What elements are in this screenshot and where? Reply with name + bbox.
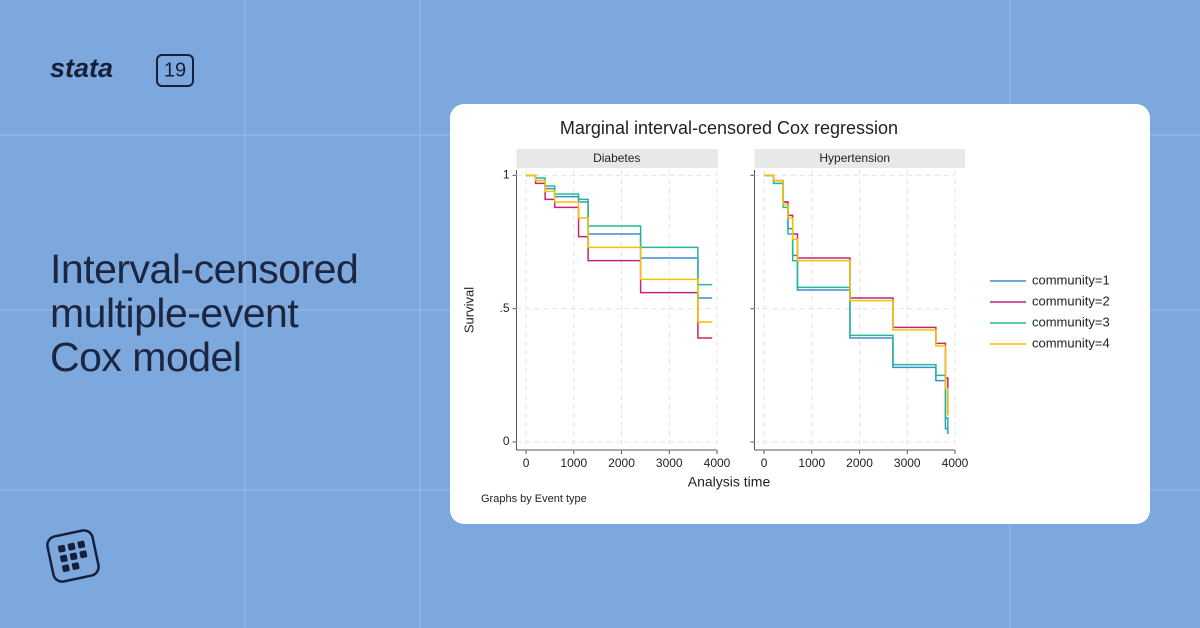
x-tick-label: 1000 [798,456,825,470]
panel-title: Hypertension [819,151,890,165]
x-tick-label: 3000 [894,456,921,470]
note: Graphs by Event type [481,493,587,505]
legend: community=1 community=2 community=3 communi… [990,272,1110,350]
x-tick-label: 4000 [704,456,731,470]
headline-line: Interval-censored [50,246,358,292]
app-icon [46,529,100,583]
chart-card [450,104,1150,524]
chart-title: Marginal interval-censored Cox regressio… [560,118,898,138]
y-tick-label: .5 [499,301,509,315]
legend-label: community=4 [1032,335,1110,350]
x-tick-label: 0 [761,456,768,470]
survival-line [764,174,949,416]
panel-header [516,149,718,168]
brand-name: stata [50,53,113,83]
x-tick-label: 2000 [846,456,873,470]
legend-label: community=3 [1032,314,1110,329]
version-box [156,54,194,87]
x-tick-label: 0 [523,456,530,470]
x-tick-label: 2000 [608,456,635,470]
survival-line [526,174,713,323]
x-tick-label: 3000 [656,456,683,470]
x-axis-title: Analysis time [688,474,771,490]
survival-line [526,174,713,286]
brand-version: 19 [164,59,186,81]
headline-line: Cox model [50,334,241,380]
x-tick-label: 1000 [560,456,587,470]
legend-label: community=2 [1032,293,1110,308]
y-axis-title: Survival [461,287,476,333]
panel-header [754,149,965,168]
survival-line [526,174,713,339]
panel-title: Diabetes [593,151,640,165]
y-tick-label: 0 [503,434,510,448]
headline-line: multiple-event [50,290,299,336]
legend-label: community=1 [1032,272,1110,287]
panel: Hypertension 0 1000 2000 3000 4000 [750,149,969,470]
panel: Diabetes 0 .5 1 0 1000 2000 3000 4000 [499,149,731,470]
y-tick-label: 1 [503,168,510,182]
x-tick-label: 4000 [942,456,969,470]
